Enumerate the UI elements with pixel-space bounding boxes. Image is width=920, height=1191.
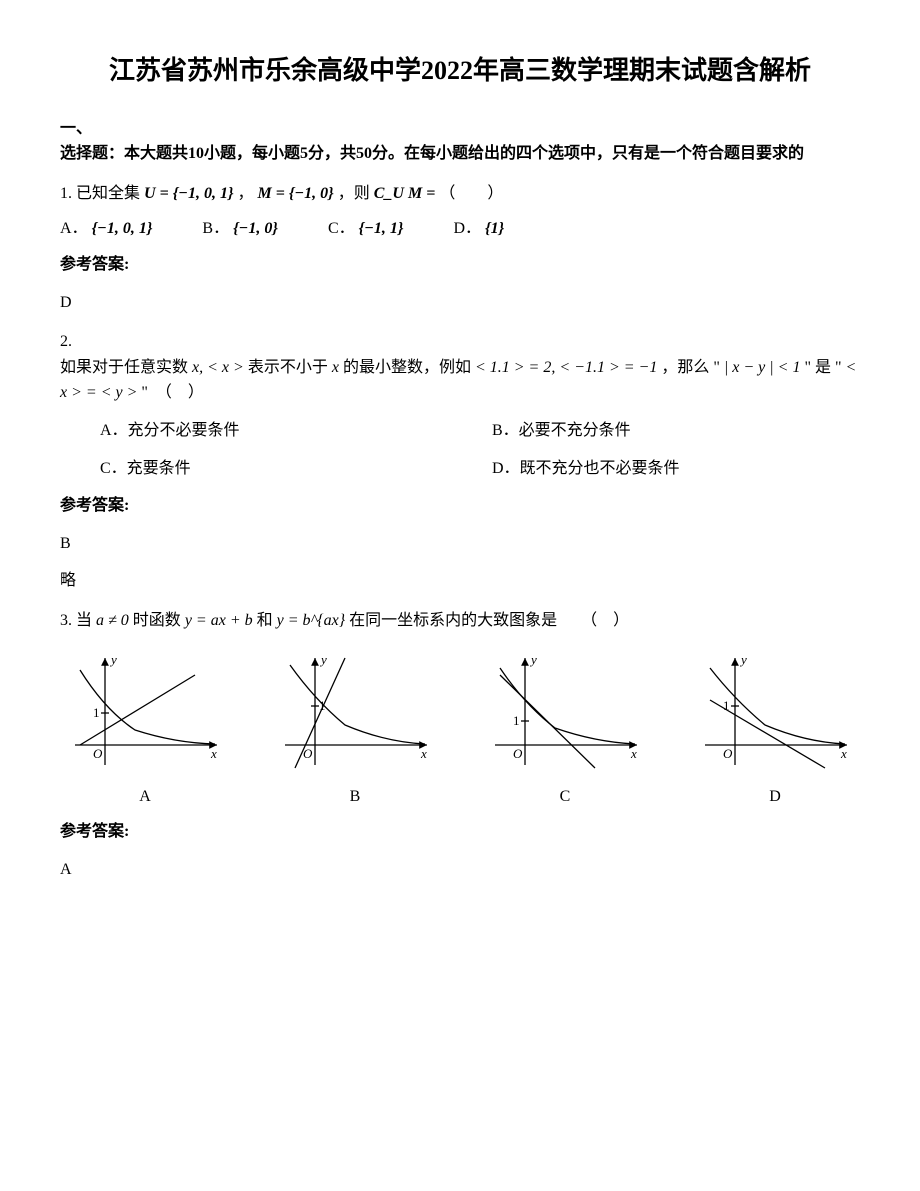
q3-graph-B-label: B xyxy=(270,784,440,810)
q1-B-label: B． xyxy=(202,220,229,237)
q3-f2: y = b^{ax} xyxy=(277,612,346,629)
q1-answer: D xyxy=(60,290,860,316)
x-axis-label: x xyxy=(840,746,847,761)
q2-l1f: " （ ） xyxy=(141,384,204,401)
q1-options: A． {−1, 0, 1} B． {−1, 0} C． {−1, 1} D． {… xyxy=(60,216,860,242)
q3-f1: y = ax + b xyxy=(185,612,253,629)
q1-option-C: C． {−1, 1} xyxy=(328,216,404,242)
q2-abs: | x − y | < 1 xyxy=(724,359,801,376)
q2-option-C: C．充要条件 xyxy=(100,456,468,482)
origin-label: O xyxy=(723,746,733,761)
q3-graph-A-label: A xyxy=(60,784,230,810)
q1-C-label: C． xyxy=(328,220,355,237)
q3-answer: A xyxy=(60,857,860,883)
question-1: 1. 已知全集 U = {−1, 0, 1} ， M = {−1, 0} ，则 … xyxy=(60,181,860,207)
q1-B-val: {−1, 0} xyxy=(233,220,278,237)
page-title: 江苏省苏州市乐余高级中学2022年高三数学理期末试题含解析 xyxy=(60,50,860,92)
q1-stem-prefix: 1. 已知全集 xyxy=(60,185,140,202)
x-axis-label: x xyxy=(210,746,217,761)
q3-a-ne-0: a ≠ 0 xyxy=(96,612,129,629)
q1-option-B: B． {−1, 0} xyxy=(202,216,278,242)
q3-graphs: y x O 1 A y x O 1 B xyxy=(60,650,860,810)
q3-suffix: 在同一坐标系内的大致图象是 （ ） xyxy=(349,612,629,629)
q2-l1e: " 是 " xyxy=(804,359,841,376)
q3-graph-C: y x O 1 C xyxy=(480,650,650,810)
q3-and: 和 xyxy=(257,612,273,629)
x-axis-label: x xyxy=(630,746,637,761)
q2-options: A．充分不必要条件 B．必要不充分条件 C．充要条件 D．既不充分也不必要条件 xyxy=(100,418,860,481)
q2-option-D: D．既不充分也不必要条件 xyxy=(492,456,860,482)
one-label: 1 xyxy=(93,705,100,720)
q1-paren: （ ） xyxy=(439,185,503,202)
q1-CUM: C_U M = xyxy=(374,185,436,202)
q3-graph-D: y x O 1 D xyxy=(690,650,860,810)
y-axis-label: y xyxy=(529,652,537,667)
q2-l1a: 如果对于任意实数 xyxy=(60,359,188,376)
section-1-header: 一、 选择题：本大题共10小题，每小题5分，共50分。在每小题给出的四个选项中，… xyxy=(60,116,860,167)
section-number: 一、 xyxy=(60,120,92,137)
q2-option-B: B．必要不充分条件 xyxy=(492,418,860,444)
q1-option-A: A． {−1, 0, 1} xyxy=(60,216,152,242)
q2-x-expr: x, < x > xyxy=(192,359,244,376)
q2-l1b: 表示不小于 xyxy=(248,359,328,376)
one-label: 1 xyxy=(513,713,520,728)
q3-mid: 时函数 xyxy=(133,612,181,629)
q2-l1d: ，那么 " xyxy=(661,359,720,376)
q3-graph-C-label: C xyxy=(480,784,650,810)
question-2: 2. 如果对于任意实数 x, < x > 表示不小于 x 的最小整数，例如 < … xyxy=(60,329,860,406)
q1-comma2: ，则 xyxy=(338,185,370,202)
q1-option-D: D． {1} xyxy=(453,216,504,242)
q2-ref-answer-label: 参考答案: xyxy=(60,493,860,519)
q1-C-val: {−1, 1} xyxy=(359,220,404,237)
q2-l1c: 的最小整数，例如 xyxy=(343,359,471,376)
section-instructions: 选择题：本大题共10小题，每小题5分，共50分。在每小题给出的四个选项中，只有是… xyxy=(60,145,804,162)
y-axis-label: y xyxy=(739,652,747,667)
q3-prefix: 3. 当 xyxy=(60,612,92,629)
question-3: 3. 当 a ≠ 0 时函数 y = ax + b 和 y = b^{ax} 在… xyxy=(60,608,860,634)
q1-ref-answer-label: 参考答案: xyxy=(60,252,860,278)
y-axis-label: y xyxy=(109,652,117,667)
q3-graph-B: y x O 1 B xyxy=(270,650,440,810)
x-axis-label: x xyxy=(420,746,427,761)
q1-A-label: A． xyxy=(60,220,88,237)
q1-M-expr: M = {−1, 0} xyxy=(258,185,334,202)
q2-answer: B xyxy=(60,531,860,557)
origin-label: O xyxy=(93,746,103,761)
origin-label: O xyxy=(513,746,523,761)
y-axis-label: y xyxy=(319,652,327,667)
q1-A-val: {−1, 0, 1} xyxy=(92,220,153,237)
q2-ex1: < 1.1 > = 2, < −1.1 > = −1 xyxy=(475,359,657,376)
q2-note: 略 xyxy=(60,568,860,594)
q1-D-label: D． xyxy=(453,220,481,237)
q3-graph-D-label: D xyxy=(690,784,860,810)
q1-U-expr: U = {−1, 0, 1} xyxy=(144,185,234,202)
q2-option-A: A．充分不必要条件 xyxy=(100,418,468,444)
q3-ref-answer-label: 参考答案: xyxy=(60,819,860,845)
q3-graph-A: y x O 1 A xyxy=(60,650,230,810)
q2-x2: x xyxy=(332,359,339,376)
q1-comma1: ， xyxy=(238,185,254,202)
q1-D-val: {1} xyxy=(485,220,504,237)
q2-num: 2. xyxy=(60,329,860,355)
